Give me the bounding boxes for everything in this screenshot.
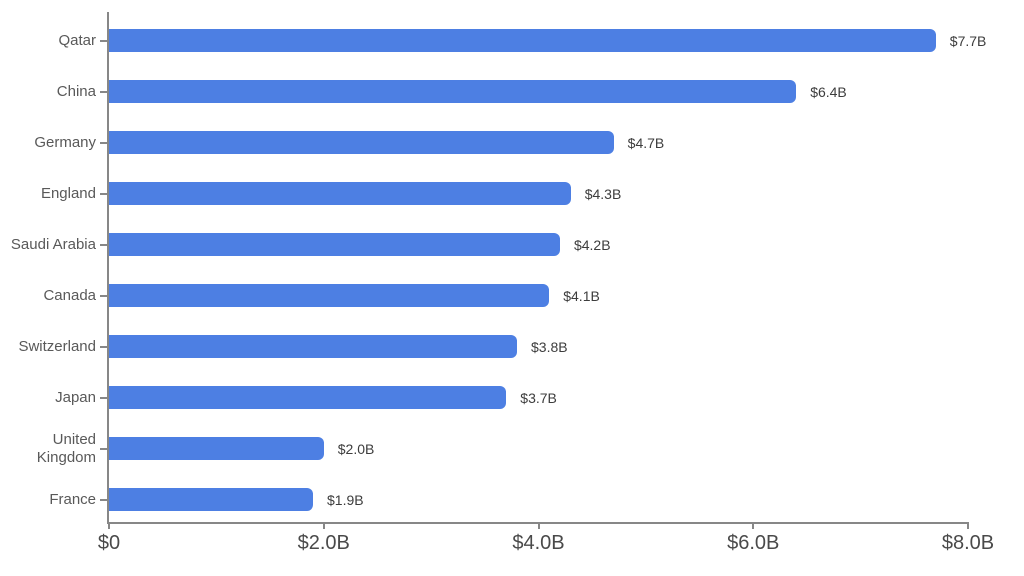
bar-england[interactable] (109, 182, 571, 205)
value-label: $4.3B (584, 185, 622, 202)
bar-germany[interactable] (109, 131, 614, 154)
x-axis-tick (108, 522, 110, 529)
chart-row: England $4.3B (41, 168, 968, 219)
value-label: $4.1B (563, 287, 600, 304)
value-label: $4.2B (573, 236, 611, 253)
chart-rows: Qatar $7.7B China $6.4B Germany $4.7B England $… (11, 15, 986, 525)
y-axis-tick (100, 345, 109, 348)
bar-qatar[interactable] (109, 29, 936, 52)
y-axis-tick (100, 396, 109, 399)
bar-saudi-arabia[interactable] (109, 233, 560, 256)
chart-row: China $6.4B (57, 66, 968, 117)
y-axis-tick (100, 39, 109, 42)
x-axis-tick-label: $8.0B (941, 532, 995, 554)
x-axis-tick-label: $2.0B (297, 532, 350, 554)
bar-switzerland[interactable] (109, 335, 518, 358)
chart-row: Japan $3.7B (55, 372, 968, 423)
value-label: $2.0B (337, 440, 375, 457)
y-axis-tick (100, 192, 109, 195)
x-axis-tick (967, 522, 969, 529)
bar-france[interactable] (109, 488, 313, 511)
category-label: United Kingdom (36, 431, 96, 466)
chart-row: United Kingdom $2.0B (37, 423, 968, 474)
category-label: France (49, 490, 96, 508)
plot-area: Qatar $7.7B China $6.4B Germany $4.7B England $… (11, 12, 994, 554)
x-axis-tick (752, 522, 755, 529)
category-label: Canada (43, 286, 96, 304)
chart-row: Canada $4.1B (43, 270, 968, 321)
value-label: $3.8B (531, 338, 568, 355)
category-label: Japan (55, 388, 96, 406)
value-label: $7.7B (949, 32, 987, 49)
chart-row: Qatar $7.7B (58, 15, 986, 66)
y-axis-tick (100, 141, 109, 144)
category-label: England (40, 184, 96, 202)
x-axis-tick (322, 522, 325, 529)
value-label: $1.9B (327, 491, 364, 508)
category-label: Switzerland (18, 337, 96, 355)
bar-canada[interactable] (109, 284, 550, 307)
chart-row: Switzerland $3.8B (18, 321, 968, 372)
chart-row: Germany $4.7B (34, 117, 968, 168)
y-axis-tick (100, 294, 109, 297)
value-label: $3.7B (520, 389, 557, 406)
x-axis-tick-label: $6.0B (727, 532, 780, 554)
chart-row: France $1.9B (49, 474, 968, 525)
x-axis-tick-label: $4.0B (512, 532, 565, 554)
x-axis-tick-label: $0 (97, 532, 121, 554)
y-axis-tick (100, 447, 109, 450)
category-label: China (56, 82, 96, 100)
category-label: Saudi Arabia (10, 235, 96, 253)
bar-united-kingdom[interactable] (109, 437, 324, 460)
y-axis-tick (100, 498, 109, 501)
bar-china[interactable] (109, 80, 797, 103)
category-label: Germany (34, 133, 96, 151)
bar-japan[interactable] (109, 386, 507, 409)
y-axis-tick (100, 90, 109, 93)
y-axis-tick (100, 243, 109, 246)
category-label: Qatar (58, 31, 96, 49)
value-label: $6.4B (810, 83, 847, 100)
chart-row: Saudi Arabia $4.2B (11, 219, 968, 270)
x-axis-tick (537, 522, 540, 529)
value-label: $4.7B (627, 134, 665, 151)
